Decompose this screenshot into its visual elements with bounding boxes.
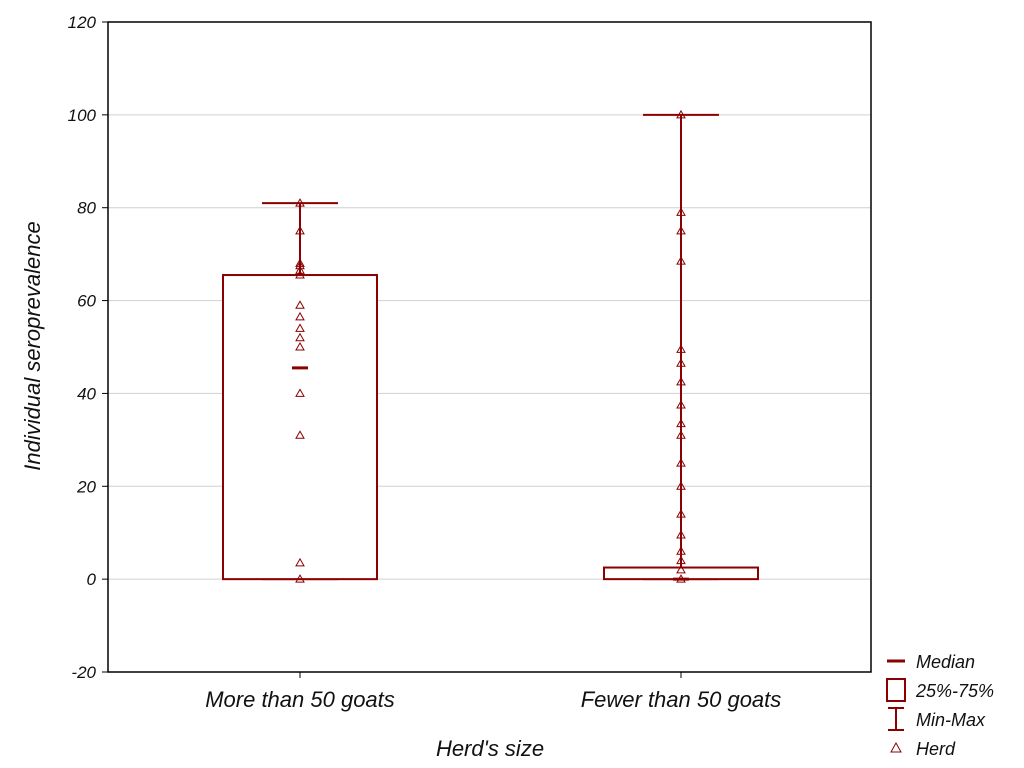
x-tick-labels: More than 50 goats Fewer than 50 goats: [205, 672, 781, 712]
y-tick-label: 120: [68, 13, 97, 32]
y-tick-label: 20: [76, 477, 96, 496]
legend-label: Min-Max: [916, 710, 986, 730]
y-axis-title: Individual seroprevalence: [20, 221, 45, 471]
y-tick-labels: -20 0 20 40 60 80 100 120: [68, 13, 108, 682]
herd-point: [676, 344, 686, 353]
herd-point: [676, 509, 686, 518]
herd-point: [295, 300, 305, 309]
herd-point: [676, 358, 686, 367]
box-group: [222, 202, 378, 581]
herd-point: [676, 400, 686, 409]
legend-item: Median: [887, 652, 975, 672]
herd-point: [295, 198, 305, 207]
herd-point: [295, 388, 305, 397]
legend-item: Min-Max: [888, 707, 986, 731]
legend-triangle-symbol: [890, 741, 902, 753]
iqr-box: [222, 274, 378, 581]
herd-point: [676, 430, 686, 439]
y-tick-label: 40: [77, 384, 96, 403]
herd-point: [676, 207, 686, 216]
legend: Median 25%-75% Min-Max Herd: [886, 652, 994, 759]
herd-point: [295, 265, 305, 274]
herd-point: [295, 430, 305, 439]
legend-label: 25%-75%: [915, 681, 994, 701]
plot-frame: [107, 21, 872, 673]
herd-point: [676, 376, 686, 386]
herd-point: [295, 225, 305, 235]
herd-point: [676, 530, 686, 539]
herd-point: [295, 557, 305, 567]
herd-points-layer: [295, 109, 686, 583]
herd-point: [295, 341, 305, 351]
legend-label: Herd: [916, 739, 956, 759]
herd-point: [295, 311, 305, 321]
legend-box-symbol: [886, 678, 906, 702]
x-tick-label: Fewer than 50 goats: [581, 687, 782, 712]
herd-point: [676, 564, 686, 574]
herd-point: [676, 481, 686, 490]
herd-point: [676, 574, 686, 583]
x-axis-title: Herd's size: [436, 736, 544, 761]
herd-point: [676, 109, 686, 119]
y-tick-label: 0: [87, 570, 97, 589]
y-tick-label: -20: [71, 663, 96, 682]
herd-point: [295, 332, 305, 342]
herd-point: [295, 323, 305, 332]
herd-point: [676, 458, 686, 467]
herd-point: [676, 225, 686, 235]
y-tick-label: 80: [77, 199, 96, 218]
herd-point: [676, 546, 686, 555]
legend-item: 25%-75%: [886, 678, 994, 702]
legend-label: Median: [916, 652, 975, 672]
herd-point: [676, 256, 686, 265]
herd-point: [676, 418, 686, 428]
boxes-layer: [222, 113, 759, 581]
herd-point: [676, 555, 686, 565]
herd-point: [295, 270, 305, 279]
y-tick-label: 100: [68, 106, 97, 125]
y-tick-label: 60: [77, 292, 96, 311]
herd-point: [295, 574, 305, 583]
herd-point: [295, 258, 305, 267]
legend-item: Herd: [890, 739, 956, 759]
x-tick-label: More than 50 goats: [205, 687, 395, 712]
herd-point: [295, 260, 305, 270]
